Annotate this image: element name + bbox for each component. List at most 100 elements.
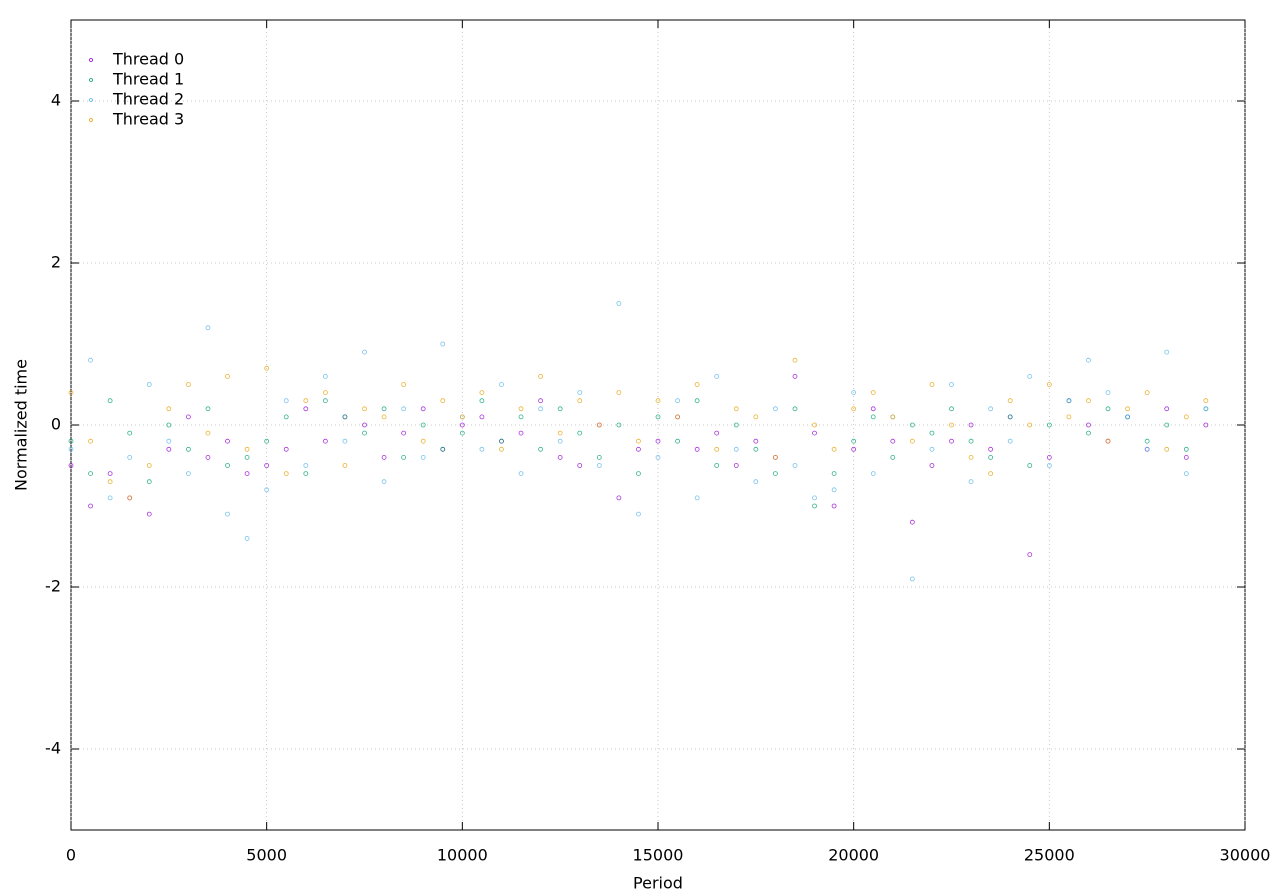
point <box>655 414 661 420</box>
point <box>714 373 720 379</box>
point <box>851 390 857 396</box>
point <box>949 422 954 428</box>
point <box>909 422 915 428</box>
point <box>440 398 446 404</box>
legend-marker <box>89 118 93 122</box>
point <box>812 495 817 501</box>
point <box>596 422 602 428</box>
point <box>812 430 817 436</box>
point <box>968 422 974 428</box>
point <box>636 511 641 517</box>
point <box>401 406 407 412</box>
point <box>127 454 133 460</box>
point <box>88 357 93 363</box>
point <box>166 438 172 444</box>
point <box>1203 406 1209 412</box>
point <box>401 430 407 436</box>
point <box>753 414 759 420</box>
point <box>870 390 876 396</box>
point <box>205 430 211 436</box>
point <box>812 503 817 509</box>
point <box>753 446 759 452</box>
point <box>107 471 113 477</box>
point <box>733 406 739 412</box>
point <box>1183 446 1189 452</box>
point <box>322 438 328 444</box>
point <box>1046 422 1052 428</box>
point <box>1164 446 1170 452</box>
point <box>577 398 583 404</box>
point <box>1086 398 1091 404</box>
point <box>988 446 994 452</box>
point <box>1066 398 1072 404</box>
point <box>166 422 172 428</box>
point <box>1144 390 1150 396</box>
point <box>518 430 524 436</box>
point <box>166 446 172 452</box>
point <box>616 390 622 396</box>
point <box>381 406 387 412</box>
point <box>949 382 954 387</box>
legend-marker <box>89 78 93 82</box>
point <box>479 414 485 420</box>
legend-label: Thread 3 <box>112 110 184 129</box>
point <box>499 446 504 452</box>
point <box>225 438 230 444</box>
y-tick-label: 0 <box>51 415 61 434</box>
point <box>1007 438 1013 444</box>
point <box>459 430 465 436</box>
point <box>890 414 896 420</box>
point <box>890 438 896 444</box>
y-tick-label: 2 <box>51 253 61 272</box>
point <box>655 454 661 460</box>
point <box>733 422 739 428</box>
point <box>1183 454 1189 460</box>
point <box>812 422 817 428</box>
point <box>440 341 446 347</box>
point <box>1086 430 1091 436</box>
point <box>694 382 700 387</box>
point <box>694 446 700 452</box>
point <box>420 406 426 412</box>
point <box>264 463 270 468</box>
point <box>146 463 152 468</box>
point <box>909 438 915 444</box>
point <box>322 398 328 404</box>
point <box>538 446 543 452</box>
point <box>322 373 328 379</box>
point <box>283 471 289 477</box>
point <box>753 438 759 444</box>
point <box>929 430 935 436</box>
point <box>225 463 230 468</box>
point <box>988 471 994 477</box>
point <box>420 422 426 428</box>
point <box>538 398 543 404</box>
point <box>831 471 837 477</box>
point <box>205 325 211 331</box>
point <box>694 398 700 404</box>
point <box>185 471 191 477</box>
point <box>577 463 583 468</box>
legend-label: Thread 1 <box>112 70 184 89</box>
x-axis-label: Period <box>633 874 683 893</box>
point <box>596 463 602 468</box>
point <box>264 487 270 493</box>
point <box>303 471 309 477</box>
point <box>675 438 680 444</box>
x-tick-label: 30000 <box>1220 846 1271 865</box>
point <box>146 511 152 517</box>
point <box>499 438 504 444</box>
point <box>1183 471 1189 477</box>
point <box>733 463 739 468</box>
point <box>890 454 896 460</box>
point <box>929 382 935 387</box>
legend-marker <box>89 58 93 62</box>
point <box>773 406 778 412</box>
point <box>1007 414 1013 420</box>
point <box>538 406 543 412</box>
point <box>773 454 778 460</box>
point <box>459 414 465 420</box>
point <box>538 373 543 379</box>
point <box>1144 446 1150 452</box>
x-tick-label: 5000 <box>246 846 287 865</box>
